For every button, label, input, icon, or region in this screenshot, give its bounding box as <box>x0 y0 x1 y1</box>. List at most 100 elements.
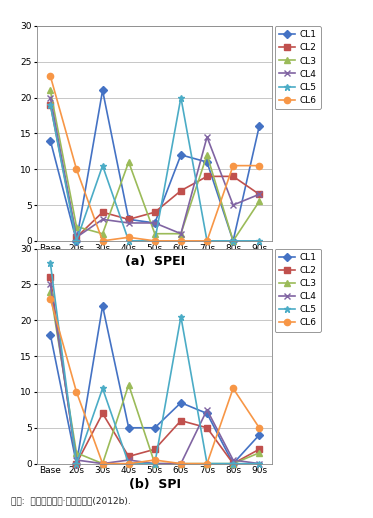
CL2 <box>100 209 105 215</box>
Line: CL3: CL3 <box>47 87 262 244</box>
Legend: CL1, CL2, CL3, CL4, CL5, CL6: CL1, CL2, CL3, CL4, CL5, CL6 <box>275 26 320 109</box>
CL4 <box>231 202 235 208</box>
CL3 <box>100 231 105 237</box>
CL6 <box>179 238 183 244</box>
CL4 <box>257 461 261 467</box>
Text: (a)  SPEI: (a) SPEI <box>125 255 185 268</box>
CL5 <box>231 238 235 244</box>
CL3 <box>205 152 209 158</box>
CL1 <box>179 152 183 158</box>
CL4 <box>205 407 209 413</box>
CL4 <box>74 234 79 240</box>
CL1 <box>74 238 79 244</box>
CL6 <box>48 73 53 79</box>
CL5 <box>74 461 79 467</box>
CL1 <box>257 432 261 438</box>
CL2 <box>205 173 209 180</box>
CL1 <box>205 410 209 416</box>
CL3 <box>74 223 79 229</box>
CL1 <box>126 425 131 431</box>
CL2 <box>100 410 105 416</box>
CL5 <box>205 461 209 467</box>
CL5 <box>126 238 131 244</box>
CL1 <box>205 159 209 165</box>
Line: CL5: CL5 <box>47 260 262 467</box>
CL1 <box>48 332 53 338</box>
CL3 <box>153 231 157 237</box>
CL6 <box>48 296 53 302</box>
CL1 <box>231 461 235 467</box>
CL4 <box>153 220 157 226</box>
CL2 <box>48 274 53 280</box>
CL3 <box>153 461 157 467</box>
Line: CL6: CL6 <box>47 73 262 244</box>
CL2 <box>179 418 183 424</box>
CL5 <box>205 238 209 244</box>
Line: CL2: CL2 <box>47 274 262 467</box>
CL4 <box>153 461 157 467</box>
CL5 <box>179 313 183 320</box>
CL4 <box>231 457 235 463</box>
CL1 <box>179 399 183 406</box>
CL2 <box>153 209 157 215</box>
CL5 <box>153 461 157 467</box>
CL4 <box>100 217 105 223</box>
CL5 <box>257 238 261 244</box>
CL1 <box>100 87 105 93</box>
CL6 <box>231 163 235 169</box>
CL4 <box>257 191 261 197</box>
CL5 <box>74 238 79 244</box>
Text: (b)  SPI: (b) SPI <box>129 478 181 491</box>
CL1 <box>153 425 157 431</box>
CL2 <box>231 461 235 467</box>
CL3 <box>179 461 183 467</box>
CL4 <box>179 461 183 467</box>
CL6 <box>257 163 261 169</box>
CL4 <box>48 94 53 100</box>
CL6 <box>205 461 209 467</box>
CL1 <box>257 123 261 130</box>
Text: 자료:  한국환경정책·평가연구원(2012b).: 자료: 한국환경정책·평가연구원(2012b). <box>11 496 131 505</box>
CL5 <box>126 461 131 467</box>
CL3 <box>48 289 53 295</box>
CL3 <box>48 87 53 93</box>
Line: CL2: CL2 <box>47 102 262 240</box>
CL5 <box>100 385 105 392</box>
CL1 <box>153 220 157 226</box>
CL3 <box>74 450 79 456</box>
CL6 <box>74 389 79 395</box>
CL2 <box>126 453 131 459</box>
CL2 <box>74 234 79 240</box>
CL1 <box>126 217 131 223</box>
CL6 <box>100 461 105 467</box>
Line: CL6: CL6 <box>47 296 262 467</box>
Legend: CL1, CL2, CL3, CL4, CL5, CL6: CL1, CL2, CL3, CL4, CL5, CL6 <box>275 249 320 332</box>
CL6 <box>205 238 209 244</box>
CL1 <box>74 461 79 467</box>
CL4 <box>179 231 183 237</box>
Line: CL4: CL4 <box>47 94 262 240</box>
Line: CL3: CL3 <box>47 289 262 467</box>
Line: CL1: CL1 <box>47 87 262 244</box>
CL6 <box>153 457 157 463</box>
CL6 <box>126 234 131 240</box>
Line: CL4: CL4 <box>47 281 262 467</box>
CL3 <box>257 198 261 205</box>
CL3 <box>257 450 261 456</box>
CL3 <box>126 382 131 388</box>
Line: CL1: CL1 <box>47 303 262 467</box>
CL2 <box>179 188 183 194</box>
CL5 <box>179 94 183 100</box>
CL5 <box>100 163 105 169</box>
CL6 <box>74 166 79 172</box>
CL3 <box>100 461 105 467</box>
CL3 <box>205 461 209 467</box>
CL6 <box>231 385 235 392</box>
CL1 <box>100 303 105 309</box>
CL2 <box>74 461 79 467</box>
CL6 <box>153 238 157 244</box>
CL4 <box>126 457 131 463</box>
CL3 <box>231 238 235 244</box>
CL6 <box>179 461 183 467</box>
CL4 <box>100 461 105 467</box>
